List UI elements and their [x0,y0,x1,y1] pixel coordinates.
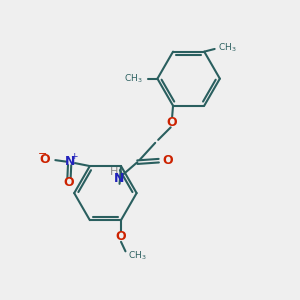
Text: O: O [116,230,126,243]
Text: CH$_3$: CH$_3$ [218,42,236,54]
Text: O: O [40,153,50,166]
Text: CH$_3$: CH$_3$ [128,250,147,262]
Text: O: O [162,154,173,167]
Text: +: + [70,152,78,161]
Text: −: − [38,149,47,159]
Text: N: N [64,155,75,168]
Text: N: N [114,172,125,185]
Text: O: O [64,176,74,189]
Text: CH$_3$: CH$_3$ [124,72,142,85]
Text: H: H [110,167,118,177]
Text: O: O [166,116,177,128]
